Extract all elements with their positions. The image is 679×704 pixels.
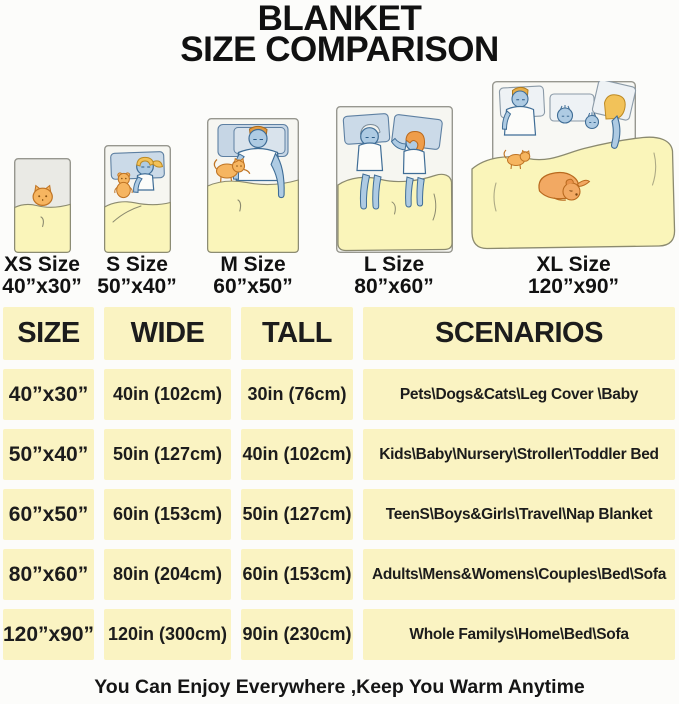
kid-1-illustration	[556, 105, 574, 124]
blanket-fold	[237, 199, 242, 212]
kid-2-illustration	[584, 112, 600, 130]
size-label: S Size	[106, 253, 168, 276]
s-bed	[100, 145, 174, 253]
size-label: XS Size	[4, 253, 80, 276]
table-cell-tall: 50in (127cm)	[241, 489, 353, 540]
blanket-fold	[391, 193, 436, 221]
xl-bed-illustration	[471, 81, 676, 250]
mother-illustration	[603, 94, 626, 120]
table-cell-tall: 30in (76cm)	[241, 369, 353, 420]
blanket	[207, 179, 299, 253]
bed-label-m: M Size 60”x50”	[203, 254, 303, 298]
table-cell-wide: 120in (300cm)	[104, 609, 231, 660]
mother-arm-over-blanket	[610, 115, 621, 149]
size-table: SIZE WIDE TALL SCENARIOS 40”x30” 40in (1…	[3, 307, 675, 660]
size-label: L Size	[363, 253, 425, 276]
blanket-fold	[112, 205, 141, 223]
table-cell-wide: 40in (102cm)	[104, 369, 231, 420]
blanket-fold	[39, 216, 44, 228]
page-title-line2: SIZE COMPARISON	[180, 30, 499, 69]
blanket-fold	[493, 152, 657, 212]
size-dims: 80”x60”	[354, 275, 434, 298]
teddy-bear-illustration	[113, 172, 133, 199]
bed-label-s: S Size 50”x40”	[95, 254, 179, 298]
woman-illustration	[390, 130, 426, 175]
table-cell-scenarios: Kids\Baby\Nursery\Stroller\Toddler Bed	[363, 429, 675, 480]
bed-illustrations	[0, 80, 679, 253]
l-bed-illustration	[335, 106, 453, 253]
header-cell-tall: TALL	[241, 307, 353, 360]
blanket	[13, 203, 71, 253]
xl-bed	[468, 81, 679, 253]
size-dims: 40”x30”	[2, 275, 82, 298]
cat-illustration	[503, 149, 531, 170]
header-cell-size: SIZE	[3, 307, 94, 360]
bed-label-xs: XS Size 40”x30”	[0, 254, 84, 298]
blanket	[103, 201, 171, 253]
table-cell-size: 120”x90”	[3, 609, 94, 660]
table-cell-tall: 40in (102cm)	[241, 429, 353, 480]
table-cell-scenarios: Pets\Dogs&Cats\Leg Cover \Baby	[363, 369, 675, 420]
man-arm-over-blanket	[270, 152, 285, 199]
table-cell-wide: 80in (204cm)	[104, 549, 231, 600]
bed-labels: XS Size 40”x30” S Size 50”x40” M Size 60…	[0, 254, 679, 302]
table-cell-scenarios: TeenS\Boys&Girls\Travel\Nap Blanket	[363, 489, 675, 540]
l-bed	[333, 106, 455, 253]
s-bed-illustration	[103, 145, 171, 253]
table-cell-size: 50”x40”	[3, 429, 94, 480]
xs-bed-illustration	[13, 158, 71, 253]
size-label: M Size	[220, 253, 286, 276]
table-cell-wide: 50in (127cm)	[104, 429, 231, 480]
table-cell-size: 80”x60”	[3, 549, 94, 600]
page-title: BLANKET SIZE COMPARISON	[0, 0, 679, 69]
size-dims: 120”x90”	[527, 275, 620, 298]
table-cell-scenarios: Adults\Mens&Womens\Couples\Bed\Sofa	[363, 549, 675, 600]
size-dims: 60”x50”	[213, 275, 293, 298]
legs-over-blanket	[359, 173, 425, 210]
size-label: XL Size	[536, 253, 611, 276]
xs-bed	[6, 158, 78, 253]
girl-illustration	[132, 156, 163, 193]
father-illustration	[501, 86, 537, 136]
cat-icon	[32, 184, 53, 206]
header-cell-wide: WIDE	[104, 307, 231, 360]
bed-label-xl: XL Size 120”x90”	[468, 254, 679, 298]
header-cell-scenarios: SCENARIOS	[363, 307, 675, 360]
size-dims: 50”x40”	[97, 275, 177, 298]
footer-tagline: You Can Enjoy Everywhere ,Keep You Warm …	[94, 676, 585, 698]
dog-illustration	[538, 171, 591, 201]
table-cell-tall: 60in (153cm)	[241, 549, 353, 600]
table-cell-wide: 60in (153cm)	[104, 489, 231, 540]
m-bed-illustration	[207, 118, 299, 253]
man-illustration	[355, 123, 383, 172]
table-cell-tall: 90in (230cm)	[241, 609, 353, 660]
cat-illustration	[213, 157, 251, 185]
table-cell-size: 60”x50”	[3, 489, 94, 540]
table-cell-scenarios: Whole Familys\Home\Bed\Sofa	[363, 609, 675, 660]
m-bed	[203, 118, 303, 253]
page-title-line1: BLANKET	[257, 0, 422, 38]
bed-label-l: L Size 80”x60”	[333, 254, 455, 298]
table-cell-size: 40”x30”	[3, 369, 94, 420]
